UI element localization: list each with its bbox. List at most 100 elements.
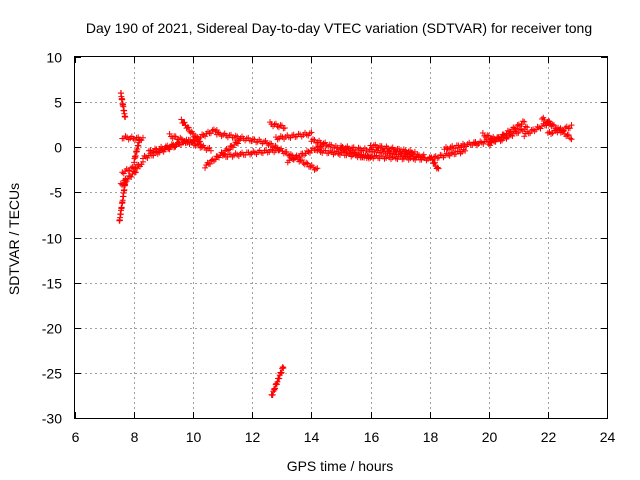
data-point bbox=[522, 123, 529, 130]
data-point bbox=[286, 157, 293, 164]
data-point bbox=[312, 165, 319, 172]
data-point bbox=[435, 165, 442, 172]
data-point bbox=[274, 378, 281, 385]
data-point bbox=[519, 118, 526, 125]
data-point bbox=[212, 156, 219, 163]
data-point bbox=[489, 137, 496, 144]
data-point bbox=[521, 118, 528, 125]
data-point bbox=[488, 139, 495, 146]
x-tick-label: 8 bbox=[131, 429, 139, 445]
data-point bbox=[210, 157, 217, 164]
data-point bbox=[499, 137, 506, 144]
data-point bbox=[272, 385, 279, 392]
x-tick-label: 6 bbox=[72, 429, 80, 445]
data-point bbox=[513, 125, 520, 132]
data-point bbox=[283, 148, 290, 155]
data-point bbox=[536, 124, 543, 131]
data-point bbox=[551, 122, 558, 129]
data-point bbox=[565, 132, 572, 139]
data-point bbox=[479, 130, 486, 137]
data-point bbox=[234, 140, 241, 147]
data-point bbox=[131, 165, 138, 172]
y-tick-label: -5 bbox=[50, 185, 63, 201]
data-point bbox=[420, 151, 427, 158]
data-point bbox=[307, 163, 314, 170]
data-point bbox=[200, 132, 207, 139]
data-point bbox=[566, 125, 573, 132]
data-point bbox=[304, 160, 311, 167]
data-point bbox=[274, 123, 281, 130]
data-point bbox=[279, 364, 286, 371]
data-point bbox=[207, 147, 214, 154]
data-point bbox=[126, 167, 133, 174]
data-point bbox=[299, 157, 306, 164]
data-point bbox=[521, 133, 528, 140]
data-point bbox=[281, 125, 288, 132]
data-point bbox=[120, 181, 127, 188]
data-point bbox=[214, 153, 221, 160]
data-point bbox=[504, 127, 511, 134]
data-point bbox=[280, 150, 287, 157]
x-tick-label: 12 bbox=[245, 429, 261, 445]
x-tick-label: 22 bbox=[541, 429, 557, 445]
data-point bbox=[278, 369, 285, 376]
y-tick-label: 0 bbox=[54, 140, 62, 156]
data-point bbox=[228, 142, 235, 149]
data-point bbox=[549, 121, 556, 128]
data-point bbox=[485, 132, 492, 139]
data-point bbox=[278, 370, 285, 377]
data-point bbox=[191, 137, 198, 144]
data-point bbox=[268, 140, 275, 147]
data-point bbox=[544, 118, 551, 125]
data-point bbox=[485, 141, 492, 148]
data-point bbox=[492, 138, 499, 145]
plot-frame bbox=[74, 56, 608, 419]
data-point bbox=[308, 129, 315, 136]
data-point bbox=[478, 139, 485, 146]
data-point bbox=[202, 164, 209, 171]
y-axis-label: SDTVAR / TECUs bbox=[6, 183, 22, 295]
data-point bbox=[509, 133, 516, 140]
data-point bbox=[215, 154, 222, 161]
data-point bbox=[296, 153, 303, 160]
data-point bbox=[303, 159, 310, 166]
axis-ticks: 6 8 10 12 14 16 18 20 22 24 -30 -25 -20 -15 -10 -5 0 5 10 bbox=[42, 50, 616, 446]
data-point bbox=[132, 164, 139, 171]
data-point bbox=[434, 164, 441, 171]
data-point bbox=[527, 130, 534, 137]
data-point bbox=[119, 169, 126, 176]
data-point bbox=[224, 147, 231, 154]
data-point bbox=[514, 122, 521, 129]
data-point bbox=[511, 125, 518, 132]
y-tick-label: -10 bbox=[42, 231, 62, 247]
data-point bbox=[178, 116, 185, 123]
x-tick-label: 18 bbox=[423, 429, 439, 445]
data-point bbox=[567, 135, 574, 142]
data-point bbox=[142, 153, 149, 160]
x-tick-label: 24 bbox=[600, 429, 616, 445]
y-tick-label: 10 bbox=[46, 50, 62, 66]
data-point bbox=[280, 364, 287, 371]
y-tick-label: -15 bbox=[42, 276, 62, 292]
data-point bbox=[273, 381, 280, 388]
data-point bbox=[306, 149, 313, 156]
data-point bbox=[207, 130, 214, 137]
data-point bbox=[548, 123, 555, 130]
x-axis-label: GPS time / hours bbox=[287, 458, 394, 474]
data-point bbox=[538, 116, 545, 123]
data-point bbox=[431, 159, 438, 166]
y-tick-label: -20 bbox=[42, 321, 62, 337]
data-point bbox=[276, 375, 283, 382]
data-point bbox=[545, 118, 552, 125]
data-point bbox=[181, 119, 188, 126]
data-point bbox=[568, 136, 575, 143]
data-point bbox=[128, 173, 135, 180]
data-point bbox=[462, 147, 469, 154]
data-point bbox=[144, 155, 151, 162]
y-tick-label: -25 bbox=[42, 366, 62, 382]
data-point bbox=[197, 138, 204, 145]
data-point bbox=[272, 120, 279, 127]
data-point bbox=[202, 133, 209, 140]
y-tick-label: 5 bbox=[54, 95, 62, 111]
